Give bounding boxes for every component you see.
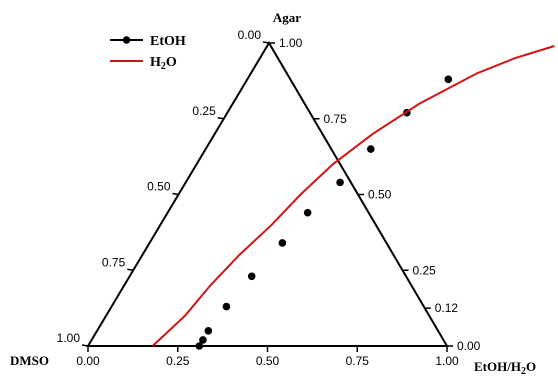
left-tick-label: 0.75	[102, 255, 126, 269]
vertex-label-right-tail: O	[526, 359, 536, 374]
vertex-label-left: DMSO	[10, 353, 49, 368]
legend: EtOH H2O	[110, 34, 186, 72]
vertex-label-right: EtOH/H2O	[474, 359, 536, 376]
left-tick-label: 0.00	[238, 28, 262, 42]
left-tick	[172, 192, 179, 196]
data-point-etoh	[199, 336, 207, 344]
legend-label: EtOH	[150, 34, 186, 49]
triangle-frame	[86, 41, 449, 347]
series-line-h2o	[151, 45, 555, 347]
bottom-tick-label: 0.25	[166, 354, 190, 368]
vertex-label-right-main: EtOH/H	[474, 359, 521, 374]
left-tick-label: 0.50	[147, 180, 171, 194]
right-tick-label: 0.00	[457, 339, 481, 353]
legend-label-tail: O	[166, 55, 177, 70]
bottom-tick-label: 0.75	[346, 354, 370, 368]
data-point-etoh	[247, 272, 256, 281]
plot-area	[151, 45, 555, 350]
left-tick-label: 1.00	[57, 331, 81, 345]
bottom-tick-label: 0.00	[76, 354, 100, 368]
right-tick-label: 0.75	[324, 112, 348, 126]
bottom-tick-label: 0.50	[256, 354, 280, 368]
legend-label: H2O	[150, 55, 177, 72]
right-tick-label: 1.00	[279, 36, 303, 50]
legend-label-main: EtOH	[150, 34, 186, 49]
legend-label-main: H	[150, 55, 161, 70]
left-tick	[217, 117, 224, 120]
left-tick	[81, 344, 89, 347]
ternary-axes	[86, 41, 449, 347]
tick-labels: 0.00 0.25 0.50 0.75 1.000.000.250.500.751.00…	[57, 28, 481, 368]
legend-label-subscript: 2	[161, 61, 166, 72]
vertex-label-right-subscript: 2	[521, 366, 526, 376]
left-tick-label: 0.25	[192, 104, 216, 118]
data-point-etoh	[195, 342, 204, 350]
data-point-etoh	[366, 145, 375, 153]
bottom-tick-label: 1.00	[435, 354, 459, 368]
legend-marker	[122, 36, 131, 44]
data-point-etoh	[204, 327, 213, 335]
right-tick-label: 0.50	[368, 188, 392, 202]
right-tick-label: 0.25	[413, 263, 437, 277]
data-point-etoh	[303, 208, 312, 217]
left-tick	[262, 41, 270, 44]
right-tick-label: 0.12	[435, 301, 459, 315]
tick-marks	[81, 41, 453, 352]
data-point-etoh	[444, 75, 453, 84]
data-point-etoh	[222, 302, 231, 311]
left-tick	[127, 268, 134, 271]
data-point-etoh	[336, 178, 344, 187]
vertex-label-top: Agar	[273, 10, 301, 25]
data-point-etoh	[278, 239, 287, 247]
